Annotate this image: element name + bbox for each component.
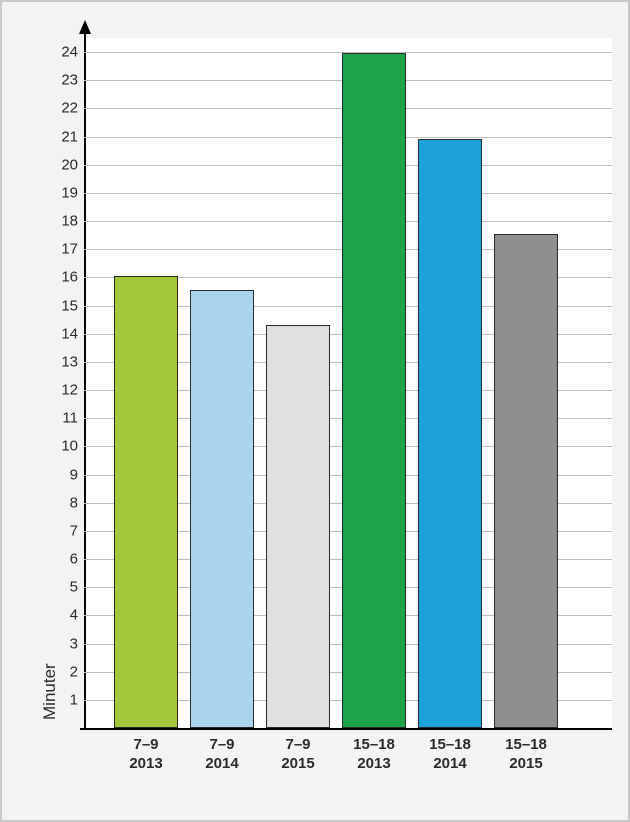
y-tick-label: 19	[50, 184, 78, 201]
y-tick-label: 17	[50, 241, 78, 258]
bar	[418, 139, 482, 728]
y-tick-label: 23	[50, 72, 78, 89]
y-tick-label: 21	[50, 128, 78, 145]
x-tick-line1: 7–9	[108, 736, 184, 755]
y-tick-label: 3	[50, 635, 78, 652]
x-tick-line2: 2014	[184, 755, 260, 774]
y-tick-label: 24	[50, 44, 78, 61]
chart-frame: Minuter 12345678910111213141516171819202…	[0, 0, 630, 822]
x-tick-line1: 7–9	[184, 736, 260, 755]
y-tick-label: 6	[50, 551, 78, 568]
x-tick-label: 15–182013	[336, 736, 412, 774]
y-tick-label: 20	[50, 156, 78, 173]
x-tick-line2: 2015	[488, 755, 564, 774]
x-tick-line1: 15–18	[412, 736, 488, 755]
x-axis-line	[80, 728, 612, 730]
x-tick-label: 15–182015	[488, 736, 564, 774]
x-tick-line2: 2013	[108, 755, 184, 774]
y-tick-label: 13	[50, 353, 78, 370]
y-tick-label: 16	[50, 269, 78, 286]
y-tick-label: 2	[50, 663, 78, 680]
y-axis-line	[84, 30, 86, 728]
x-tick-line1: 15–18	[488, 736, 564, 755]
x-tick-label: 15–182014	[412, 736, 488, 774]
y-axis-arrow-icon	[79, 20, 91, 34]
y-tick-label: 22	[50, 100, 78, 117]
y-tick-label: 15	[50, 297, 78, 314]
x-tick-line2: 2015	[260, 755, 336, 774]
x-tick-line1: 15–18	[336, 736, 412, 755]
bar	[342, 53, 406, 728]
y-tick-label: 11	[50, 410, 78, 427]
x-tick-label: 7–92014	[184, 736, 260, 774]
y-tick-label: 12	[50, 382, 78, 399]
y-tick-label: 9	[50, 466, 78, 483]
x-tick-line2: 2013	[336, 755, 412, 774]
y-tick-label: 4	[50, 607, 78, 624]
x-tick-label: 7–92015	[260, 736, 336, 774]
bar	[266, 325, 330, 728]
y-tick-label: 7	[50, 522, 78, 539]
y-tick-label: 5	[50, 579, 78, 596]
bar	[494, 234, 558, 728]
y-tick-label: 1	[50, 691, 78, 708]
bar	[190, 290, 254, 728]
y-tick-label: 18	[50, 213, 78, 230]
x-tick-label: 7–92013	[108, 736, 184, 774]
y-tick-label: 10	[50, 438, 78, 455]
y-tick-label: 14	[50, 325, 78, 342]
x-tick-line1: 7–9	[260, 736, 336, 755]
x-tick-line2: 2014	[412, 755, 488, 774]
bar	[114, 276, 178, 728]
y-tick-label: 8	[50, 494, 78, 511]
